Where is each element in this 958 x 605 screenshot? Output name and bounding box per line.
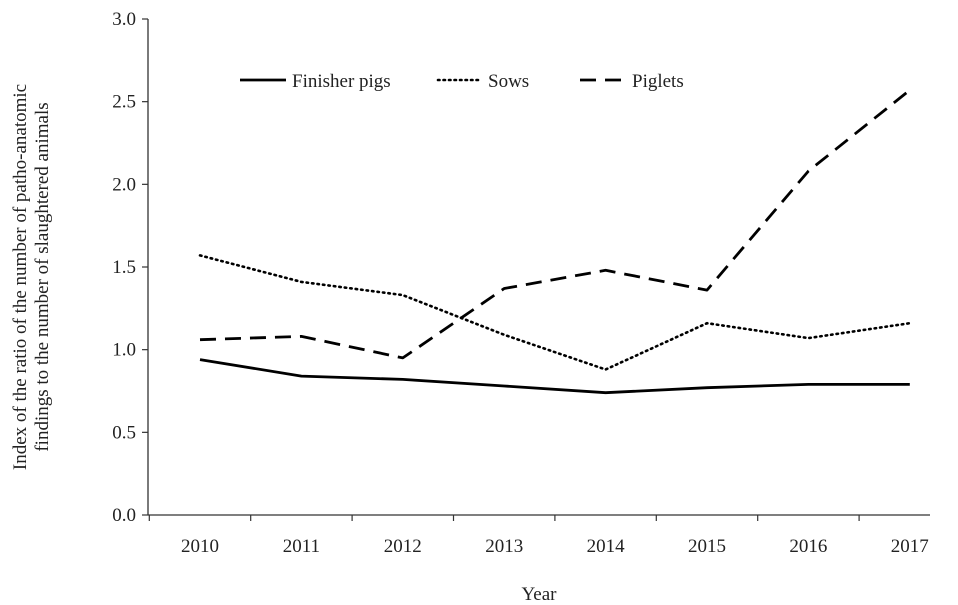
series-line-sows <box>198 254 912 371</box>
y-axis-title-line: Index of the ratio of the number of path… <box>10 84 31 470</box>
y-tick-label: 0.5 <box>112 422 136 443</box>
axis-titles: Year Index of the ratio of the number of … <box>10 84 557 605</box>
axes: 0.0 0.5 1.0 1.5 2.0 2.5 3.0 2010 2011 2012 2013 201… <box>112 9 930 557</box>
legend-label: Sows <box>488 71 529 92</box>
y-tick-label: 1.0 <box>112 340 136 361</box>
legend: Finisher pigs Sows Piglets <box>240 71 684 92</box>
y-tick-label: 3.0 <box>112 9 136 30</box>
series-line-finisher-pigs <box>199 358 910 395</box>
y-axis-title-line: findings to the number of slaughtered an… <box>32 102 53 451</box>
x-tick-label: 2016 <box>789 536 827 557</box>
y-tick-label: 2.0 <box>112 174 136 195</box>
x-tick-label: 2015 <box>688 536 726 557</box>
series-line-piglets <box>199 89 911 360</box>
x-tick-label: 2012 <box>384 536 422 557</box>
y-tick-label: 2.5 <box>112 92 136 113</box>
y-tick-label: 1.5 <box>112 257 136 278</box>
legend-label: Piglets <box>632 71 684 92</box>
y-tick-label: 0.0 <box>112 505 136 526</box>
x-tick-label: 2017 <box>891 536 929 557</box>
x-axis-title: Year <box>521 584 557 605</box>
x-tick-label: 2013 <box>485 536 523 557</box>
series-layer <box>198 89 912 395</box>
x-tick-label: 2010 <box>181 536 219 557</box>
x-tick-label: 2014 <box>587 536 626 557</box>
legend-label: Finisher pigs <box>292 71 391 92</box>
x-tick-label: 2011 <box>283 536 320 557</box>
